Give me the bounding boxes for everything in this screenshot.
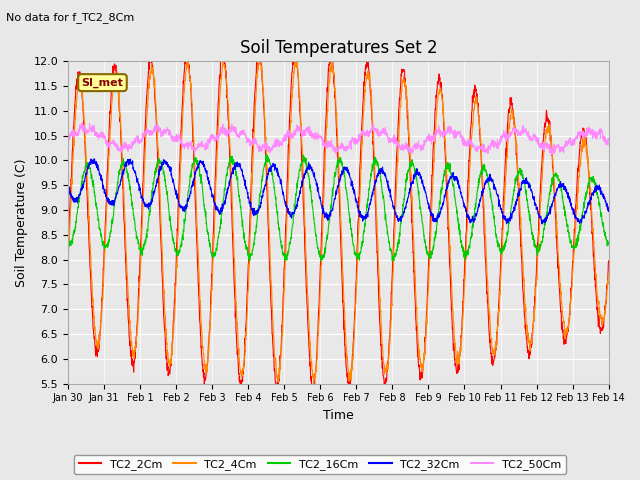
TC2_32Cm xyxy=(573,216,580,221)
TC2_50Cm xyxy=(573,133,580,139)
TC2_4Cm xyxy=(310,381,317,387)
TC2_4Cm xyxy=(215,112,223,118)
TC2_2Cm xyxy=(573,192,580,197)
TC2_32Cm xyxy=(90,156,98,162)
TC2_50Cm xyxy=(366,130,374,136)
TC2_16Cm xyxy=(496,247,504,252)
TC2_2Cm xyxy=(366,83,374,88)
Text: SI_met: SI_met xyxy=(81,77,124,88)
TC2_2Cm xyxy=(605,258,612,264)
TC2_16Cm xyxy=(366,183,374,189)
TC2_2Cm xyxy=(64,245,72,251)
TC2_4Cm xyxy=(257,55,264,60)
TC2_16Cm xyxy=(215,232,223,238)
TC2_50Cm xyxy=(557,147,565,153)
TC2_32Cm xyxy=(64,183,72,189)
TC2_50Cm xyxy=(215,134,223,140)
TC2_4Cm xyxy=(557,298,565,303)
Line: TC2_50Cm: TC2_50Cm xyxy=(68,123,609,155)
TC2_50Cm xyxy=(354,138,362,144)
TC2_32Cm xyxy=(354,203,362,209)
TC2_32Cm xyxy=(557,184,565,190)
TC2_2Cm xyxy=(309,392,317,397)
TC2_16Cm xyxy=(573,236,580,241)
TC2_4Cm xyxy=(366,81,374,87)
TC2_50Cm xyxy=(547,152,555,158)
TC2_32Cm xyxy=(215,209,223,215)
TC2_16Cm xyxy=(64,240,72,246)
TC2_50Cm xyxy=(64,132,72,138)
TC2_16Cm xyxy=(605,240,612,246)
TC2_2Cm xyxy=(496,286,504,291)
Y-axis label: Soil Temperature (C): Soil Temperature (C) xyxy=(15,158,28,287)
X-axis label: Time: Time xyxy=(323,409,354,422)
TC2_16Cm xyxy=(388,258,396,264)
TC2_32Cm xyxy=(366,201,374,206)
TC2_50Cm xyxy=(495,142,503,148)
Line: TC2_4Cm: TC2_4Cm xyxy=(68,58,609,384)
TC2_4Cm xyxy=(496,295,504,300)
TC2_50Cm xyxy=(78,120,86,126)
TC2_16Cm xyxy=(354,256,362,262)
TC2_32Cm xyxy=(538,221,546,227)
TC2_16Cm xyxy=(300,152,307,158)
TC2_2Cm xyxy=(557,313,565,319)
Legend: TC2_2Cm, TC2_4Cm, TC2_16Cm, TC2_32Cm, TC2_50Cm: TC2_2Cm, TC2_4Cm, TC2_16Cm, TC2_32Cm, TC… xyxy=(74,455,566,474)
TC2_4Cm xyxy=(573,210,580,216)
Line: TC2_2Cm: TC2_2Cm xyxy=(68,44,609,395)
TC2_2Cm xyxy=(215,88,223,94)
TC2_50Cm xyxy=(605,135,612,141)
TC2_4Cm xyxy=(64,265,72,271)
TC2_2Cm xyxy=(255,41,262,47)
TC2_16Cm xyxy=(557,188,565,194)
TC2_4Cm xyxy=(605,269,612,275)
TC2_4Cm xyxy=(355,232,362,238)
Line: TC2_32Cm: TC2_32Cm xyxy=(68,159,609,224)
Line: TC2_16Cm: TC2_16Cm xyxy=(68,155,609,261)
TC2_2Cm xyxy=(355,217,362,223)
TC2_32Cm xyxy=(495,202,503,207)
Title: Soil Temperatures Set 2: Soil Temperatures Set 2 xyxy=(239,39,437,57)
Text: No data for f_TC2_8Cm: No data for f_TC2_8Cm xyxy=(6,12,134,23)
TC2_32Cm xyxy=(605,208,612,214)
